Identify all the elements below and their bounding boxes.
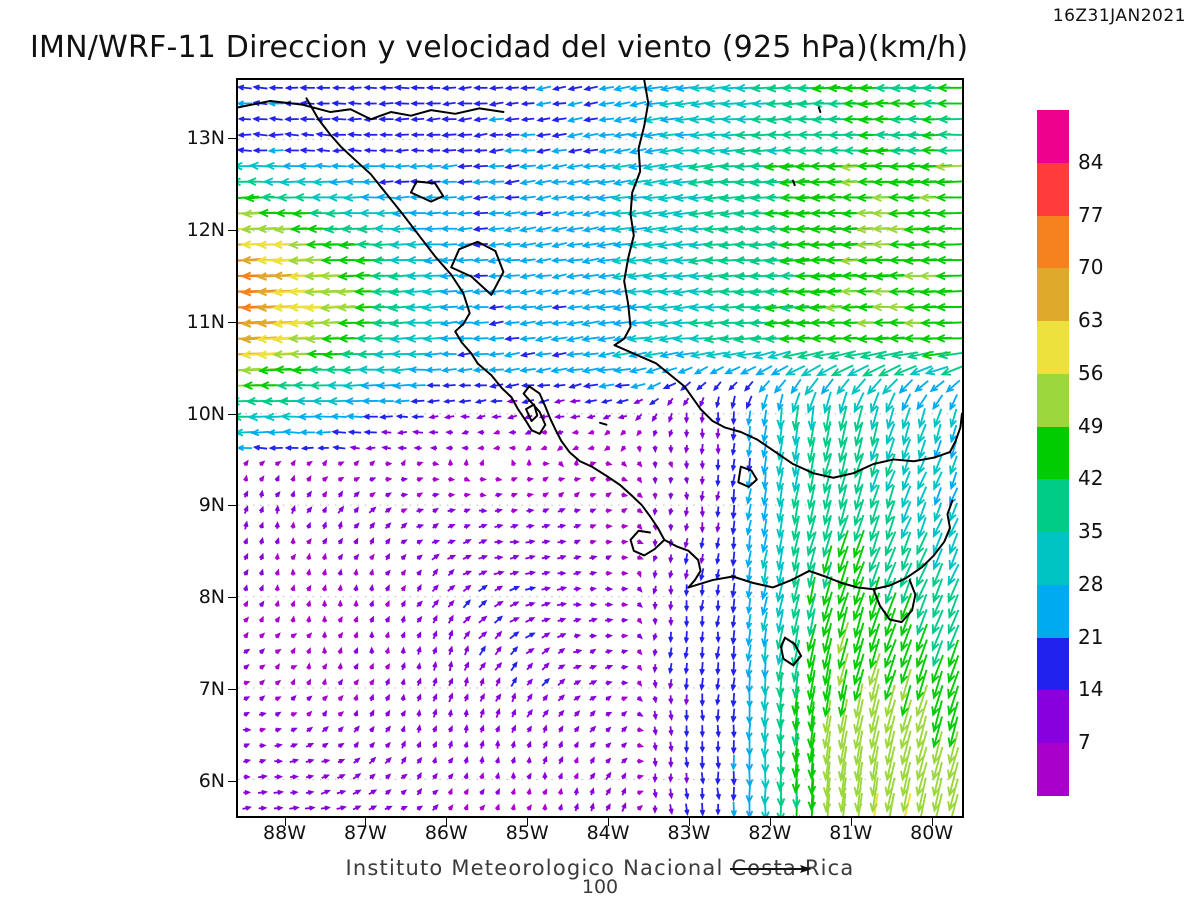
- x-tick-mark: [688, 818, 690, 826]
- colorbar-band: [1037, 426, 1069, 480]
- y-tick-label: 6N: [198, 770, 225, 793]
- wind-speed-colorbar: [1037, 110, 1069, 796]
- y-tick-mark: [228, 505, 236, 507]
- y-tick-mark: [228, 597, 236, 599]
- y-tick-label: 8N: [198, 586, 225, 609]
- page-title: IMN/WRF-11 Direccion y velocidad del vie…: [30, 30, 969, 65]
- colorbar-tick-label: 21: [1078, 624, 1104, 649]
- wind-vector-field: [238, 83, 962, 816]
- colorbar-tick-label: 84: [1078, 149, 1104, 174]
- colorbar-band: [1037, 162, 1069, 216]
- colorbar-band: [1037, 110, 1069, 163]
- colorbar-band: [1037, 215, 1069, 269]
- x-tick-label: 81W: [829, 822, 873, 844]
- y-tick-mark: [228, 781, 236, 783]
- colorbar-band: [1037, 373, 1069, 427]
- colorbar-band: [1037, 743, 1069, 796]
- x-tick-mark: [284, 818, 286, 826]
- colorbar-band: [1037, 479, 1069, 533]
- y-tick-mark: [228, 137, 236, 139]
- x-tick-mark: [931, 818, 933, 826]
- x-tick-mark: [850, 818, 852, 826]
- x-tick-label: 88W: [263, 822, 307, 844]
- y-tick-mark: [228, 413, 236, 415]
- y-tick-label: 13N: [186, 126, 225, 149]
- colorbar-band: [1037, 584, 1069, 638]
- y-tick-mark: [228, 321, 236, 323]
- colorbar-tick-label: 77: [1078, 202, 1104, 227]
- y-tick-label: 10N: [186, 402, 225, 425]
- colorbar-band: [1037, 268, 1069, 322]
- x-tick-label: 86W: [424, 822, 468, 844]
- colorbar-tick-label: 49: [1078, 413, 1104, 438]
- colorbar-tick-label: 28: [1078, 571, 1104, 596]
- x-tick-label: 82W: [748, 822, 792, 844]
- x-tick-label: 83W: [667, 822, 711, 844]
- x-tick-label: 80W: [910, 822, 954, 844]
- colorbar-band: [1037, 637, 1069, 691]
- x-tick-label: 87W: [343, 822, 387, 844]
- y-tick-label: 12N: [186, 218, 225, 241]
- colorbar-tick-label: 35: [1078, 519, 1104, 544]
- reference-vector-value: 100: [581, 876, 619, 898]
- colorbar-tick-label: 42: [1078, 466, 1104, 491]
- x-tick-label: 85W: [505, 822, 549, 844]
- reference-vector-arrow: [730, 865, 812, 873]
- y-tick-label: 9N: [198, 494, 225, 517]
- map-plot-area: [236, 78, 964, 818]
- y-tick-label: 11N: [186, 310, 225, 333]
- colorbar-tick-label: 70: [1078, 255, 1104, 280]
- x-tick-mark: [608, 818, 610, 826]
- x-tick-label: 84W: [586, 822, 630, 844]
- colorbar-tick-label: 56: [1078, 360, 1104, 385]
- colorbar-tick-label: 14: [1078, 677, 1104, 702]
- colorbar-band: [1037, 690, 1069, 744]
- colorbar-band: [1037, 321, 1069, 374]
- y-tick-mark: [228, 229, 236, 231]
- x-tick-mark: [365, 818, 367, 826]
- x-tick-mark: [769, 818, 771, 826]
- colorbar-tick-label: 63: [1078, 308, 1104, 333]
- forecast-timestamp: 16Z31JAN2021: [1052, 6, 1186, 26]
- colorbar-tick-label: 7: [1078, 730, 1091, 755]
- y-tick-label: 7N: [198, 678, 225, 701]
- x-tick-mark: [446, 818, 448, 826]
- colorbar-band: [1037, 532, 1069, 585]
- y-tick-mark: [228, 689, 236, 691]
- x-tick-mark: [527, 818, 529, 826]
